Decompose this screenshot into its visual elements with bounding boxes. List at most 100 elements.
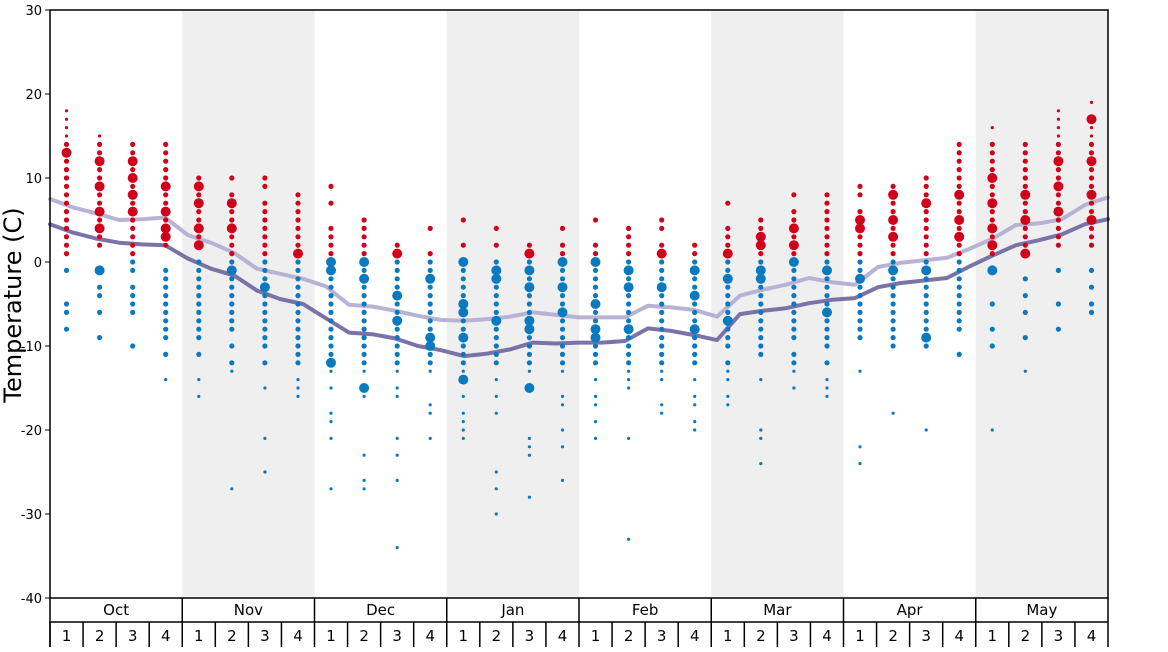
temperature-dot [394, 301, 400, 307]
temperature-dot [329, 436, 333, 440]
temperature-dot [923, 175, 929, 181]
temperature-dot [560, 428, 565, 432]
temperature-dot [392, 248, 403, 259]
week-label: 4 [161, 627, 171, 645]
week-label: 4 [293, 627, 303, 645]
temperature-dot [394, 351, 400, 357]
temperature-dot [427, 293, 433, 299]
temperature-dot [1089, 100, 1094, 104]
temperature-dot [230, 487, 234, 491]
temperature-dot [262, 234, 268, 240]
temperature-dot [1022, 293, 1028, 299]
temperature-dot [758, 335, 764, 341]
temperature-dot [956, 276, 962, 282]
temperature-dot [328, 318, 334, 324]
temperature-dot [229, 318, 235, 324]
temperature-dot [193, 240, 204, 251]
temperature-dot [923, 301, 929, 307]
temperature-dot [295, 351, 301, 357]
temperature-dot [1022, 175, 1028, 181]
week-label: 2 [756, 627, 766, 645]
temperature-dot [328, 335, 334, 341]
temperature-dot [328, 301, 334, 307]
temperature-dot [788, 257, 799, 267]
temperature-dot [956, 167, 962, 173]
temperature-dot [460, 360, 466, 366]
temperature-dot [163, 284, 169, 290]
temperature-dot [824, 251, 830, 257]
temperature-dot [361, 326, 367, 332]
temperature-dot [890, 225, 896, 231]
week-label: 2 [624, 627, 634, 645]
week-label: 2 [95, 627, 105, 645]
y-tick-label: 30 [25, 4, 42, 19]
temperature-dot [328, 326, 334, 332]
temperature-dot [890, 242, 896, 248]
temperature-dot [956, 293, 962, 299]
temperature-dot [226, 198, 237, 209]
temperature-dot [559, 326, 566, 332]
temperature-dot [460, 351, 466, 357]
temperature-dot [857, 251, 863, 257]
temperature-dot [63, 175, 70, 181]
temperature-dot [97, 200, 103, 206]
temperature-dot [130, 242, 136, 248]
temperature-dot [262, 301, 268, 307]
temperature-dot [559, 335, 566, 341]
temperature-dot [127, 156, 138, 167]
temperature-dot [1056, 117, 1060, 121]
temperature-dot [493, 225, 499, 231]
temperature-dot [425, 273, 436, 284]
temperature-dot [1088, 234, 1095, 240]
temperature-dot [394, 309, 400, 315]
temperature-dot [196, 209, 202, 215]
temperature-dot [262, 217, 268, 223]
temperature-dot [626, 301, 632, 307]
temperature-dot [193, 198, 204, 209]
temperature-dot [328, 343, 334, 349]
temperature-dot [97, 335, 103, 341]
temperature-dot [1055, 175, 1061, 181]
temperature-dot [956, 309, 962, 315]
week-label: 4 [954, 627, 964, 645]
temperature-dot [293, 248, 303, 259]
temperature-dot [924, 428, 928, 432]
temperature-dot [524, 265, 535, 276]
temperature-dot [295, 326, 301, 332]
temperature-dot [1022, 150, 1028, 156]
temperature-dot [1055, 225, 1061, 231]
week-label: 3 [921, 627, 931, 645]
temperature-dot [559, 351, 566, 357]
temperature-dot [693, 420, 697, 424]
temperature-dot [890, 276, 896, 282]
temperature-dot [923, 259, 929, 265]
temperature-dot [97, 175, 103, 181]
temperature-dots [61, 100, 1097, 550]
temperature-dot [923, 251, 929, 257]
temperature-dot [328, 351, 334, 357]
temperature-dot [791, 301, 797, 307]
temperature-dot [1056, 126, 1060, 130]
temperature-dot [791, 335, 797, 341]
week-label: 3 [525, 627, 535, 645]
temperature-dot [725, 225, 731, 231]
week-label: 3 [128, 627, 138, 645]
temperature-dot [1053, 206, 1064, 217]
temperature-dot [693, 394, 697, 398]
temperature-dot [361, 309, 367, 315]
temperature-dot [295, 267, 301, 273]
temperature-dot [229, 309, 235, 315]
temperature-dot [626, 309, 632, 315]
temperature-dot [659, 267, 665, 273]
temperature-dot [395, 436, 399, 440]
temperature-dot [229, 276, 235, 282]
temperature-dot [824, 234, 830, 240]
temperature-dot [196, 192, 202, 198]
temperature-dot [1088, 183, 1095, 189]
temperature-dot [1022, 209, 1028, 215]
temperature-dot [328, 242, 334, 248]
temperature-dot [458, 332, 469, 343]
temperature-dot [196, 234, 202, 240]
temperature-dot [262, 276, 268, 282]
temperature-dot [758, 217, 764, 223]
